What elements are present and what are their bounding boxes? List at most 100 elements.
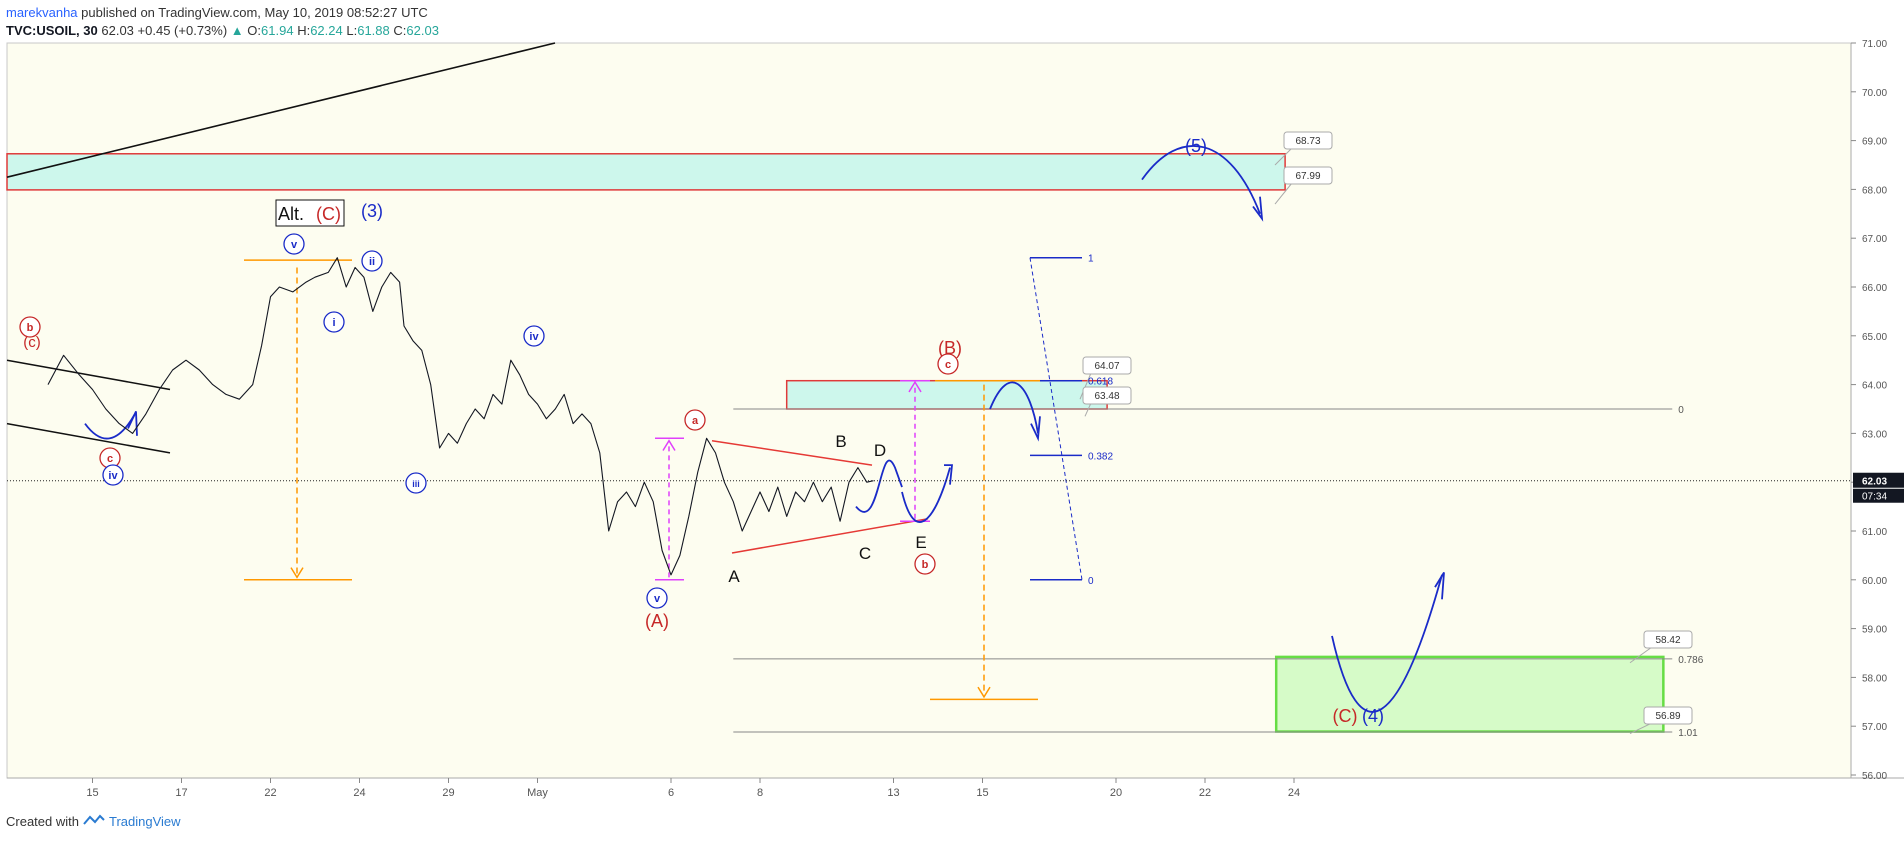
callout-tail-4 [1629, 646, 1653, 664]
date-label-7: 8 [757, 787, 763, 799]
date-label-1: 17 [175, 787, 187, 799]
price-callout-0 [1283, 131, 1333, 150]
date-label-6: 6 [668, 787, 674, 799]
wave-circle-label-1: c [107, 453, 113, 465]
callout-tail-5 [1629, 722, 1653, 734]
wave-circle-0 [19, 316, 41, 338]
magenta-arrowhead-2 [908, 380, 922, 393]
wave-circle-label-2: iv [108, 470, 118, 482]
wave-label-8: B [835, 432, 846, 451]
channel-lower-line [6, 422, 171, 454]
zones-layer [6, 153, 1665, 733]
triangle-lower-line [731, 518, 929, 554]
wave-circle-label-0: b [27, 322, 34, 334]
price-label-0: 71.00 [1862, 39, 1887, 50]
triangle-upper-line [711, 439, 873, 466]
chart-header: marekvanha published on TradingView.com,… [6, 4, 439, 40]
fib-ladder-label-0: 1 [1088, 254, 1094, 265]
wave-circle-label-4: i [332, 317, 335, 329]
wave-circle-3 [283, 233, 305, 255]
price-label-11: 60.00 [1862, 576, 1887, 587]
price-change: +0.45 (+0.73%) [137, 23, 228, 38]
date-label-4: 29 [442, 787, 454, 799]
date-label-10: 20 [1110, 787, 1122, 799]
wave-circle-9 [684, 409, 706, 431]
date-label-11: 22 [1199, 787, 1211, 799]
price-callout-text-4: 58.42 [1655, 635, 1680, 646]
drawings-layer [6, 42, 1851, 734]
wave-circle-8 [646, 587, 668, 609]
wave-circle-label-5: ii [369, 256, 375, 268]
countdown-tag-text: 07:34 [1862, 492, 1887, 503]
high-value: 62.24 [310, 23, 343, 38]
price-callout-3 [1082, 386, 1132, 405]
price-label-3: 68.00 [1862, 185, 1887, 196]
wave-circle-label-10: c [945, 359, 951, 371]
symbol-name[interactable]: TVC:USOIL, 30 [6, 23, 98, 38]
wave-circle-label-3: v [291, 239, 298, 251]
price-label-10: 61.00 [1862, 527, 1887, 538]
price-series-line [47, 257, 874, 576]
wave-label-11: E [915, 533, 926, 552]
price-label-1: 70.00 [1862, 88, 1887, 99]
tradingview-brand-link[interactable]: TradingView [108, 814, 181, 829]
close-label: C: [393, 23, 407, 38]
projection-arrowhead-5 [1252, 196, 1264, 222]
price-label-2: 69.00 [1862, 137, 1887, 148]
wave-circle-4 [323, 311, 345, 333]
fib-ladder-label-2: 0.382 [1088, 451, 1113, 462]
labels-layer: 0 0.786 1.01 1 0.618 0.382 0 68.73 67.99 64.07 63.… [19, 131, 1704, 739]
price-label-8: 63.00 [1862, 429, 1887, 440]
footer: Created with TradingView [6, 814, 181, 829]
up-arrow-icon: ▲ [230, 23, 244, 38]
wave-circle-11 [914, 553, 936, 575]
date-label-2: 22 [264, 787, 276, 799]
projection-arrowhead-b [1030, 416, 1041, 442]
projection-curve-b [989, 381, 1039, 434]
projection-curve-4 [1331, 574, 1443, 713]
fib-line-label-0: 0 [1678, 405, 1684, 416]
current-price-tag [1853, 472, 1904, 488]
tradingview-logo-icon [83, 814, 105, 829]
zone-red-1 [785, 379, 1108, 410]
wave-label-10: D [874, 441, 886, 460]
orange-arrowhead-2 [977, 686, 991, 699]
wave-label-9: C [859, 544, 871, 563]
price-callout-4 [1643, 630, 1693, 649]
wave-circle-label-6: iii [412, 479, 420, 489]
date-label-3: 24 [353, 787, 365, 799]
alt-box [275, 199, 345, 227]
close-value: 62.03 [406, 23, 439, 38]
symbol-line: TVC:USOIL, 30 62.03 +0.45 (+0.73%) ▲ O:6… [6, 22, 439, 40]
price-label-15: 56.00 [1862, 771, 1887, 782]
wave-label-4: (C) [1333, 706, 1358, 726]
projection-arrowhead-4 [1434, 572, 1445, 600]
price-axis-area[interactable] [1851, 43, 1904, 778]
fib-diagonal [1029, 257, 1083, 580]
fib-line-label-2: 1.01 [1678, 728, 1698, 739]
countdown-tag [1853, 488, 1904, 503]
wave-label-1: (5) [1185, 136, 1207, 156]
callout-tail-3 [1084, 402, 1092, 417]
callout-tail-2 [1079, 372, 1092, 400]
price-label-6: 65.00 [1862, 332, 1887, 343]
fib-ladder-label-1: 0.618 [1088, 377, 1113, 388]
price-label-12: 59.00 [1862, 625, 1887, 636]
wave-circle-label-9: a [692, 415, 699, 427]
zone-red-0 [6, 153, 1286, 191]
wave-label-7: A [728, 567, 740, 586]
wave-circle-5 [361, 250, 383, 272]
price-label-14: 57.00 [1862, 722, 1887, 733]
author-link[interactable]: marekvanha [6, 5, 78, 20]
alt-wave: (C) [316, 204, 341, 224]
price-callout-2 [1082, 356, 1132, 375]
date-label-9: 15 [976, 787, 988, 799]
long-trend-line [6, 42, 556, 178]
date-label-12: 24 [1288, 787, 1300, 799]
wave-circle-label-11: b [922, 559, 929, 571]
axes-layer: 71.00 70.00 69.00 68.00 67.00 66.00 65.00 64.00… [86, 39, 1904, 799]
fib-ladder-label-3: 0 [1088, 576, 1094, 587]
wave-circle-10 [937, 353, 959, 375]
projection-arrowhead-2 [944, 464, 953, 485]
